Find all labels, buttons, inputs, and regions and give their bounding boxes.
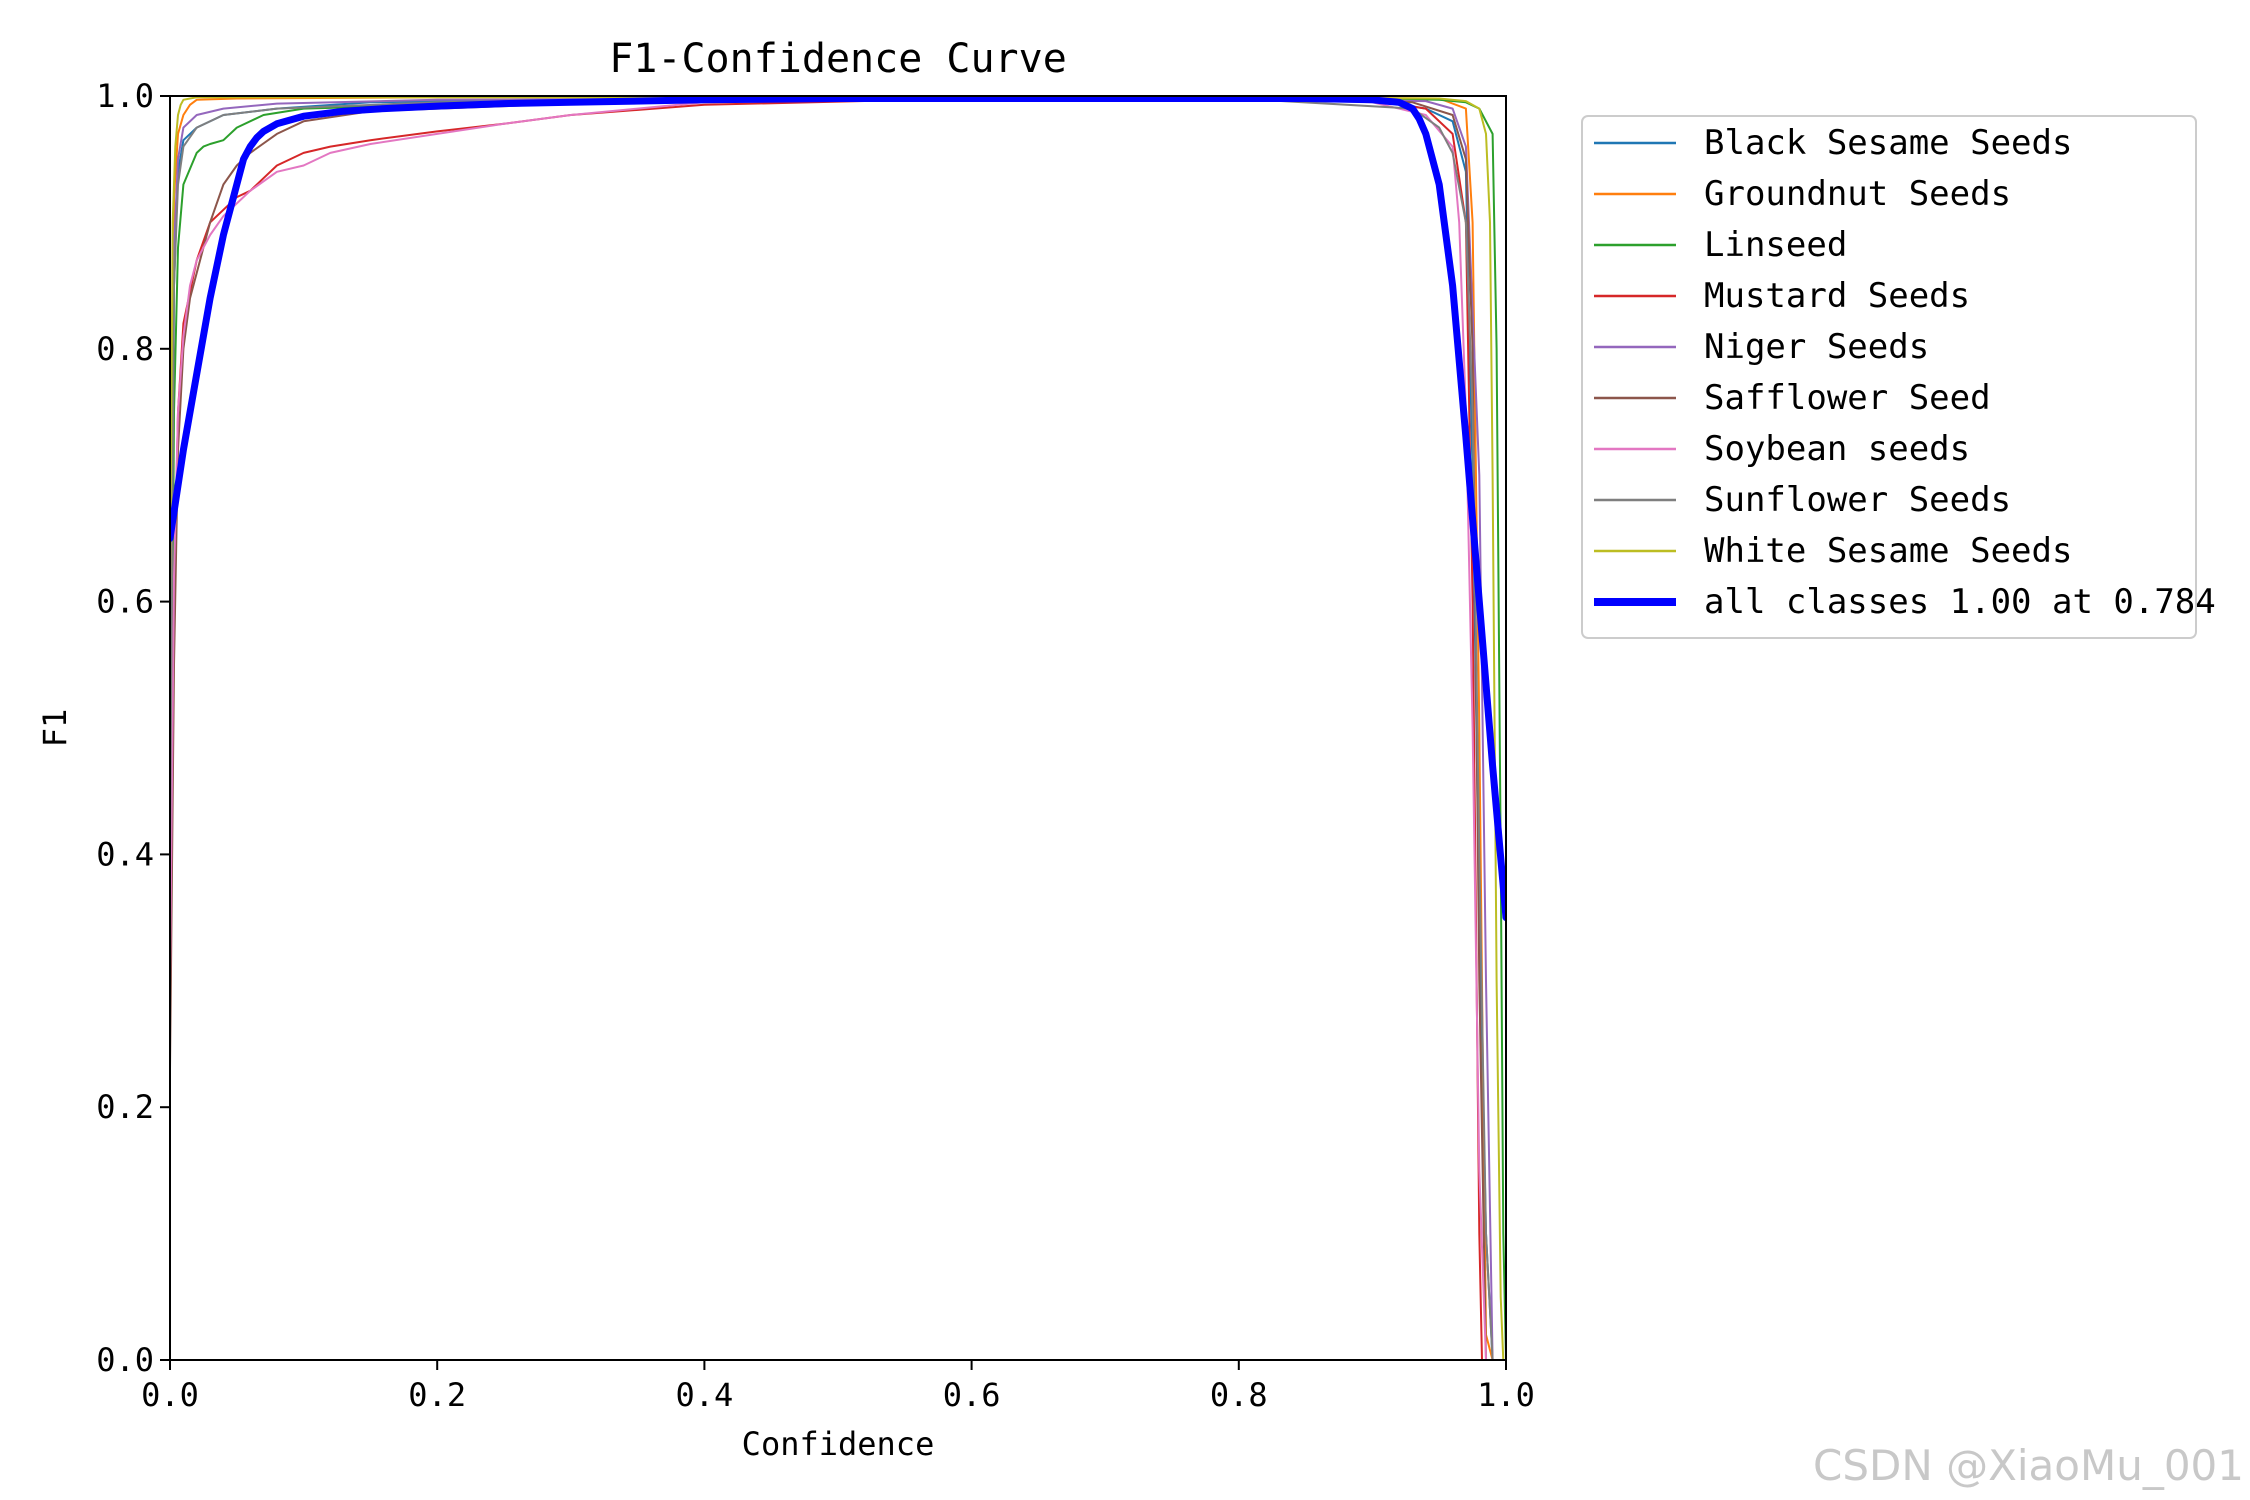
legend-label-groundnut-seeds: Groundnut Seeds (1704, 174, 2011, 214)
series-line-white-sesame-seeds (170, 96, 1505, 1360)
x-tick-label: 0.8 (1210, 1376, 1268, 1414)
legend-label-niger-seeds: Niger Seeds (1704, 327, 1929, 367)
legend-label-soybean-seeds: Soybean seeds (1704, 429, 1970, 469)
legend-label-safflower-seed: Safflower Seed (1704, 378, 1991, 418)
series-line-safflower-seed (170, 97, 1487, 1360)
series-line-linseed (170, 97, 1506, 1360)
legend-label-mustard-seeds: Mustard Seeds (1704, 276, 1970, 316)
y-tick-label: 0.0 (96, 1341, 154, 1379)
plot-frame (169, 95, 1507, 1361)
series-line-soybean-seeds (170, 97, 1487, 1360)
x-axis-label: Confidence (742, 1425, 935, 1463)
series-layer (170, 96, 1506, 1360)
series-line-all-classes-1-00-at-0-784 (170, 96, 1506, 922)
y-tick-label: 0.4 (96, 835, 154, 873)
x-tick-label: 1.0 (1477, 1376, 1535, 1414)
legend-label-all-classes-1-00-at-0-784: all classes 1.00 at 0.784 (1704, 582, 2216, 622)
y-axis-ticks: 0.0 0.2 0.4 0.6 0.8 1.0 (96, 77, 170, 1379)
series-line-black-sesame-seeds (170, 97, 1494, 1360)
x-tick-label: 0.2 (408, 1376, 466, 1414)
y-tick-label: 1.0 (96, 77, 154, 115)
series-line-mustard-seeds (170, 97, 1483, 1360)
legend-label-black-sesame-seeds: Black Sesame Seeds (1704, 123, 2072, 163)
x-tick-label: 0.4 (676, 1376, 734, 1414)
legend-label-sunflower-seeds: Sunflower Seeds (1704, 480, 2011, 520)
legend-box (1581, 115, 2197, 639)
series-line-niger-seeds (170, 97, 1494, 1360)
series-line-sunflower-seeds (170, 97, 1494, 1360)
x-axis-ticks: 0.0 0.2 0.4 0.6 0.8 1.0 (141, 1360, 1535, 1414)
legend-label-linseed: Linseed (1704, 225, 1847, 265)
x-tick-label: 0.6 (943, 1376, 1001, 1414)
y-tick-label: 0.2 (96, 1088, 154, 1126)
y-tick-label: 0.8 (96, 330, 154, 368)
legend: Black Sesame Seeds Groundnut Seeds Linseed… (1581, 115, 2216, 639)
series-line-groundnut-seeds (170, 96, 1494, 1360)
y-axis-label: F1 (36, 709, 74, 748)
x-tick-label: 0.0 (141, 1376, 199, 1414)
watermark-text: CSDN @XiaoMu_001 (1813, 1441, 2244, 1490)
y-tick-label: 0.6 (96, 583, 154, 621)
legend-label-white-sesame-seeds: White Sesame Seeds (1704, 531, 2072, 571)
chart-title: F1-Confidence Curve (609, 36, 1067, 82)
